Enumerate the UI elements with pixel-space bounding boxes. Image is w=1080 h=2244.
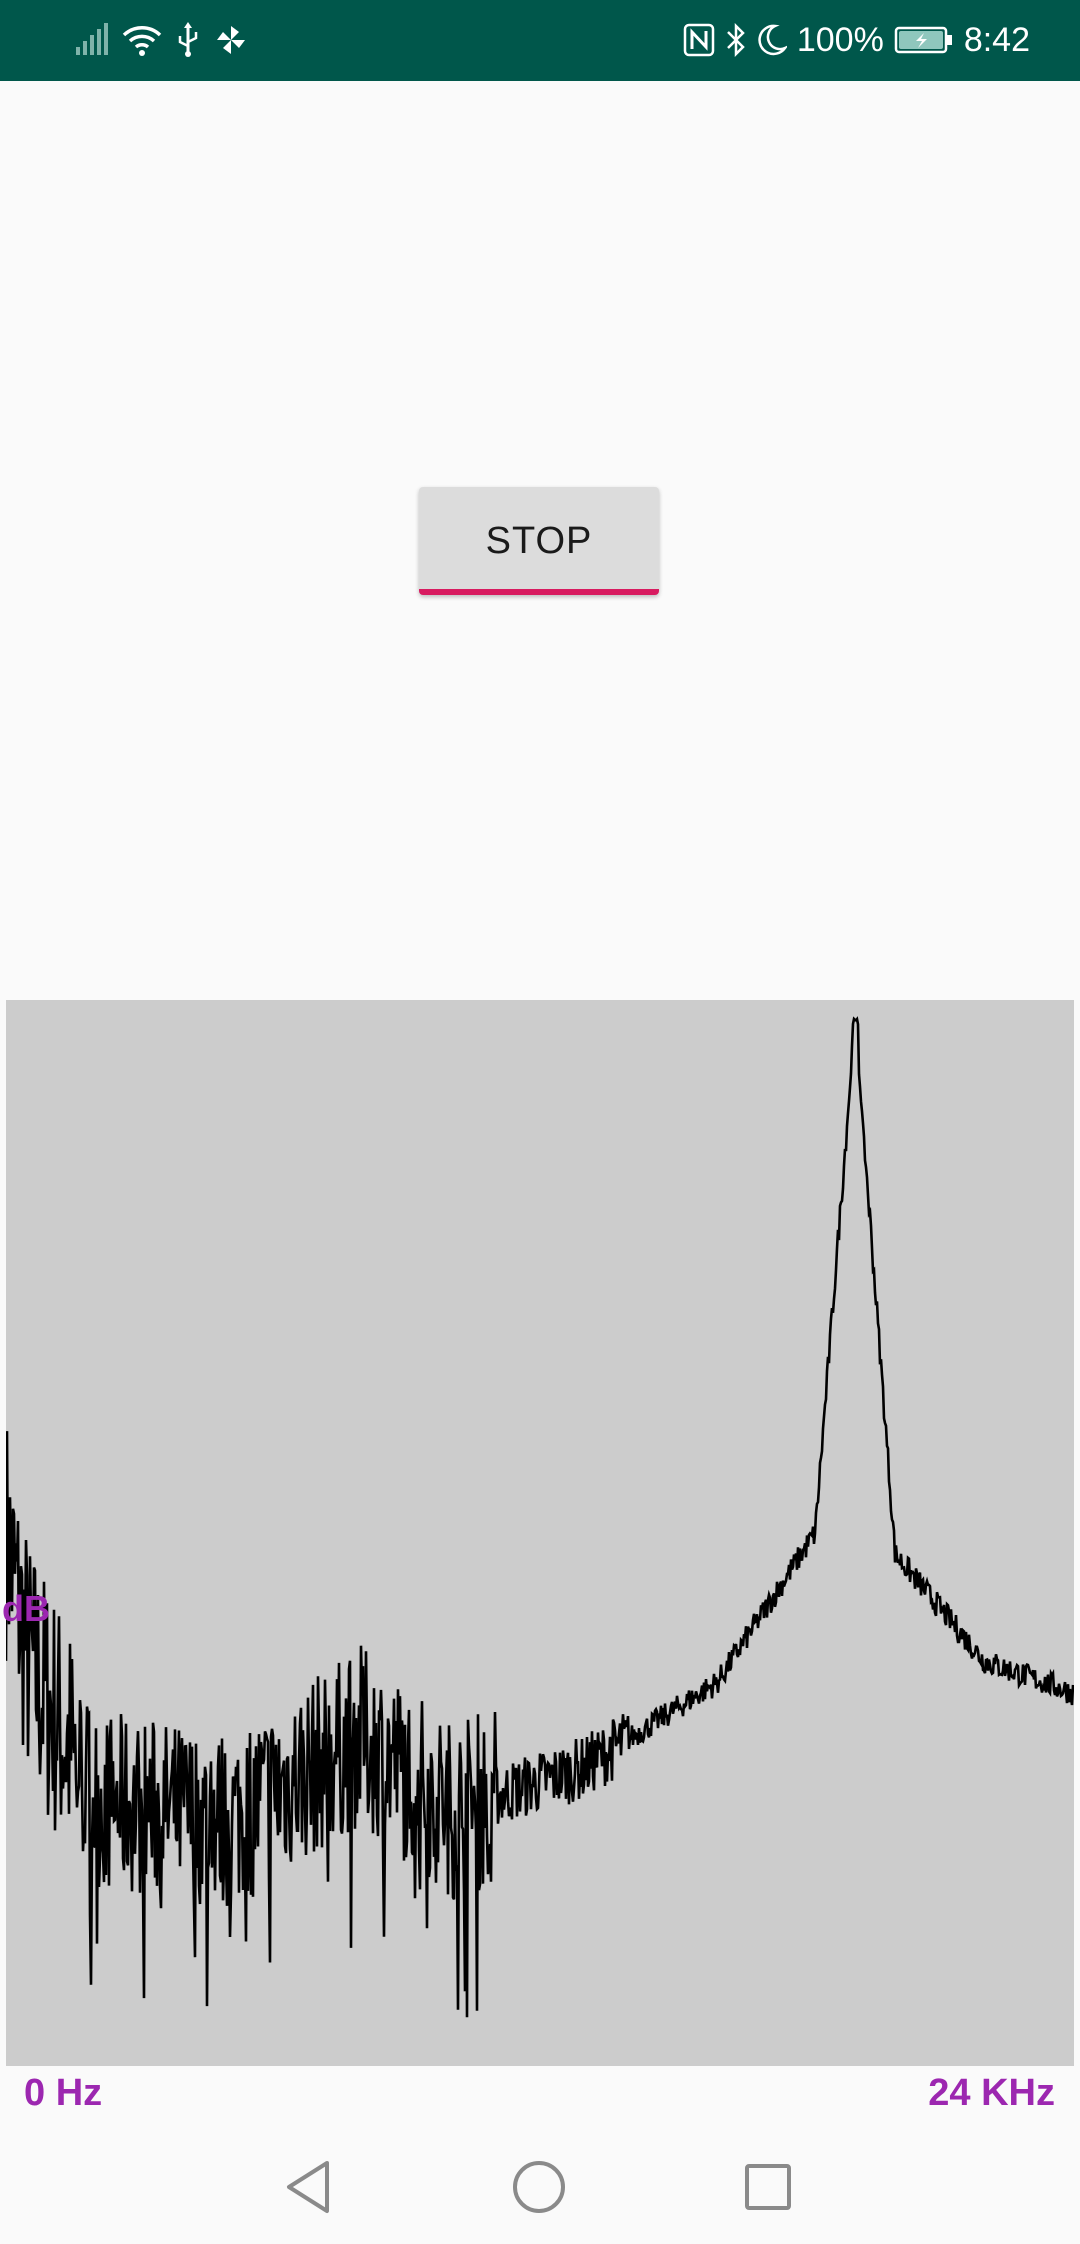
spectrum-chart [6, 1000, 1074, 2066]
back-icon [287, 2161, 329, 2213]
moon-icon [757, 23, 787, 57]
status-left-icons [74, 18, 248, 62]
recents-icon [745, 2164, 791, 2210]
stop-button-accent [419, 589, 659, 595]
recents-button[interactable] [733, 2152, 803, 2222]
x-axis-min-label: 0 Hz [24, 2072, 103, 2114]
signal-icon [74, 23, 108, 57]
home-button[interactable] [504, 2152, 574, 2222]
home-icon [513, 2161, 565, 2213]
usb-icon [176, 22, 200, 58]
stop-button-label: STOP [485, 520, 593, 562]
status-bar: 100% 8:42 [0, 0, 1080, 81]
battery-icon [894, 25, 954, 55]
y-axis-label: dB [2, 1588, 50, 1629]
pinwheel-icon [214, 23, 248, 57]
wifi-icon [122, 23, 162, 57]
back-button[interactable] [273, 2152, 343, 2222]
stop-button[interactable]: STOP [419, 487, 659, 595]
spectrum-plot [6, 1016, 1074, 2018]
status-right-icons: 100% 8:42 [683, 18, 1030, 62]
navigation-bar [0, 2130, 1080, 2244]
spectrum-line [6, 1016, 1074, 2018]
battery-percent: 100% [796, 20, 884, 59]
nfc-icon [683, 23, 715, 57]
clock: 8:42 [963, 20, 1030, 59]
bluetooth-icon [725, 23, 747, 57]
x-axis-max-label: 24 KHz [928, 2072, 1055, 2114]
